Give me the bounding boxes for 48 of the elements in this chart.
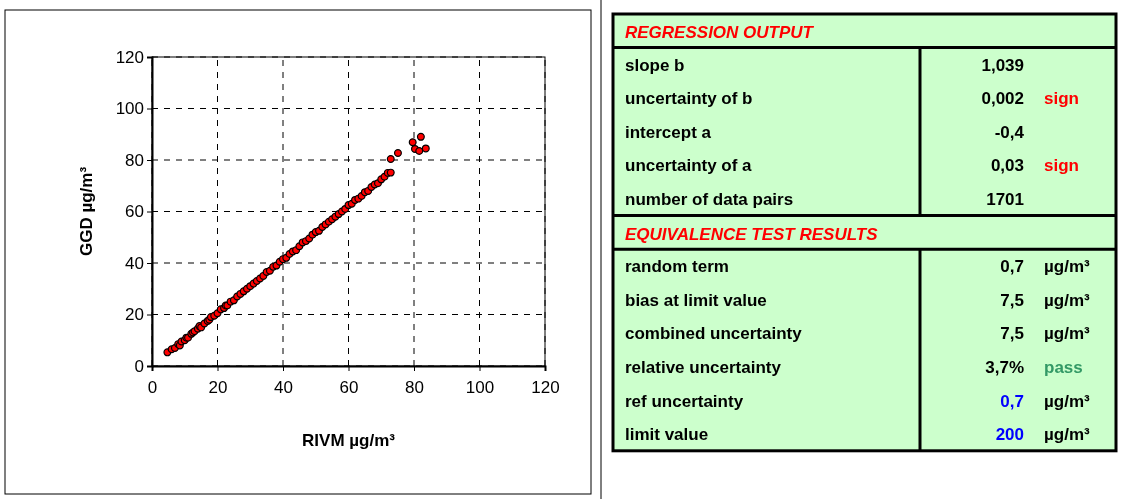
- text: 0,7: [1000, 257, 1024, 277]
- text: 3,7%: [985, 358, 1024, 377]
- text: µg/m³: [1044, 425, 1091, 445]
- text: limit value: [625, 425, 709, 445]
- text: 200: [995, 425, 1024, 445]
- x-tick-label: 40: [274, 377, 293, 397]
- text: number of data pairs: [625, 190, 794, 209]
- y-tick-label: 0: [134, 356, 144, 376]
- text: sign: [1044, 89, 1079, 109]
- text: µg/m³: [1044, 324, 1091, 344]
- y-tick-label: 60: [125, 202, 144, 222]
- text: 0,7: [1000, 391, 1024, 411]
- y-tick-label: 40: [125, 253, 144, 273]
- y-tick-label: 100: [115, 99, 144, 119]
- text: µg/m³: [1044, 257, 1091, 277]
- text: random term: [625, 257, 729, 277]
- text: -0,4: [994, 122, 1025, 142]
- text: slope b: [625, 55, 685, 75]
- x-tick-label: 120: [531, 377, 560, 397]
- x-tick-label: 100: [465, 377, 495, 397]
- text: relative uncertainty: [625, 358, 782, 377]
- x-tick-label: 80: [405, 377, 424, 397]
- x-axis-title: RIVM µg/m³: [302, 431, 396, 450]
- text: 1701: [986, 190, 1024, 209]
- x-tick-label: 0: [147, 377, 158, 397]
- text: REGRESSION OUTPUT: [625, 23, 815, 42]
- text: uncertainty of a: [625, 156, 753, 176]
- x-tick-label: 20: [208, 377, 228, 397]
- text: µg/m³: [1044, 290, 1091, 310]
- text: combined uncertainty: [625, 324, 803, 344]
- y-tick-label: 80: [125, 150, 144, 170]
- text: sign: [1044, 156, 1079, 176]
- text: bias at limit value: [625, 290, 767, 310]
- text: 7,5: [1000, 290, 1024, 310]
- text: EQUIVALENCE TEST RESULTS: [625, 224, 879, 244]
- y-tick-label: 120: [115, 47, 144, 67]
- text: intercept a: [625, 122, 712, 142]
- y-tick-label: 20: [125, 305, 144, 325]
- text: 1,039: [981, 55, 1024, 75]
- text: uncertainty of b: [625, 89, 753, 109]
- x-tick-label: 60: [339, 377, 359, 397]
- text: 0,002: [981, 89, 1024, 109]
- text: ref uncertainty: [625, 391, 744, 411]
- text: µg/m³: [1044, 391, 1091, 411]
- text: 0,03: [990, 156, 1024, 176]
- y-axis-title: GGD µg/m³: [77, 166, 96, 257]
- text: 7,5: [1000, 324, 1024, 344]
- text: pass: [1044, 358, 1083, 377]
